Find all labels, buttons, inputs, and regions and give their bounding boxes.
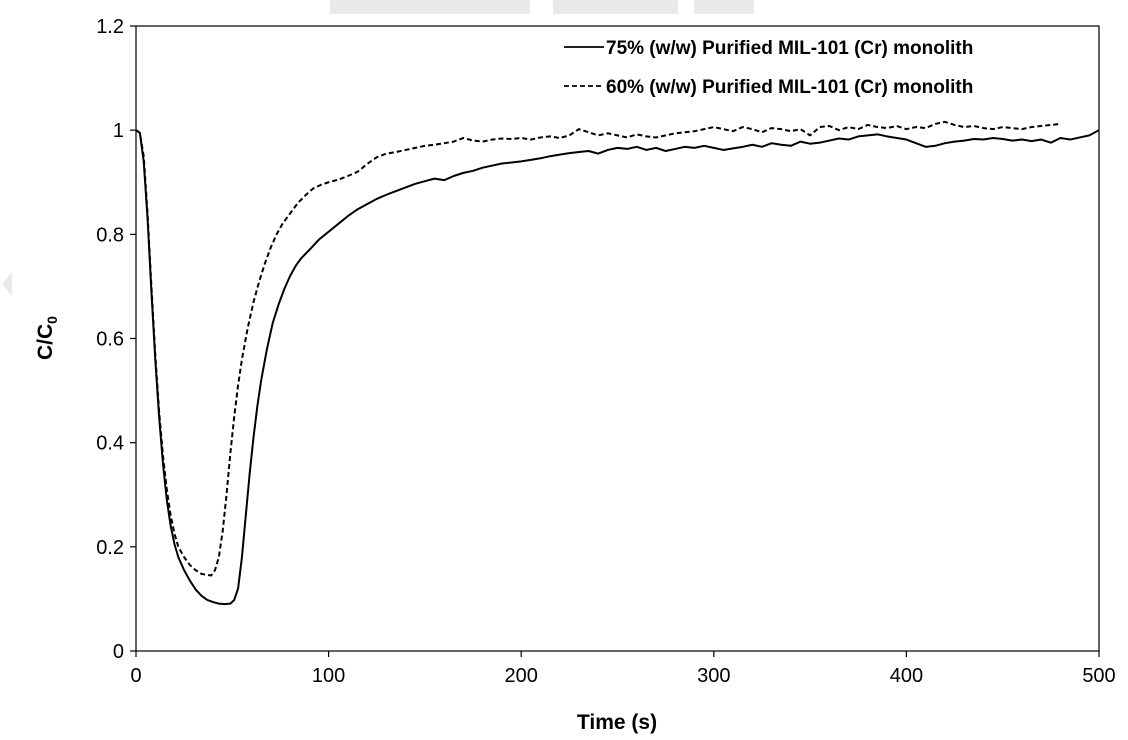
- y-tick-label: 0.4: [96, 433, 124, 455]
- legend: 75% (w/w) Purified MIL-101 (Cr) monolith…: [564, 38, 973, 98]
- x-tick-label: 100: [312, 665, 345, 687]
- series-line-dashed-60: [135, 120, 1061, 577]
- y-tick-label: 1: [113, 120, 124, 142]
- plot-area: [135, 25, 1100, 652]
- x-tick-label: 0: [130, 665, 141, 687]
- y-axis-title: C/C0: [34, 316, 60, 360]
- y-axis-ticks: 0 0.2 0.4 0.6 0.8 1 1.2: [96, 16, 136, 663]
- x-tick-label: 500: [1082, 665, 1115, 687]
- y-tick-label: 0.8: [96, 224, 124, 246]
- series-layer: [135, 120, 1100, 606]
- y-axis-title-subscript: 0: [44, 316, 60, 324]
- legend-label-75: 75% (w/w) Purified MIL-101 (Cr) monolith: [606, 38, 973, 59]
- legend-label-60: 60% (w/w) Purified MIL-101 (Cr) monolith: [606, 77, 973, 98]
- top-artifact-bar-2: [553, 0, 678, 14]
- y-tick-label: 0.2: [96, 537, 124, 559]
- series-line-solid-75: [135, 129, 1100, 606]
- y-tick-label: 0: [113, 641, 124, 663]
- x-axis-ticks: 0 100 200 300 400 500: [130, 651, 1116, 687]
- x-axis-title: Time (s): [577, 711, 657, 734]
- x-tick-label: 200: [505, 665, 538, 687]
- y-tick-label: 0.6: [96, 329, 124, 351]
- x-tick-label: 300: [697, 665, 730, 687]
- x-tick-label: 400: [890, 665, 923, 687]
- svg-text:C/C0: C/C0: [34, 316, 60, 360]
- plot-border: [135, 25, 1100, 652]
- top-artifact-bar-1: [330, 0, 530, 14]
- y-axis-title-main: C/C: [34, 324, 57, 360]
- left-artifact-triangle: [2, 272, 12, 296]
- top-artifact-bar-3: [694, 0, 754, 14]
- y-tick-label: 1.2: [96, 16, 124, 38]
